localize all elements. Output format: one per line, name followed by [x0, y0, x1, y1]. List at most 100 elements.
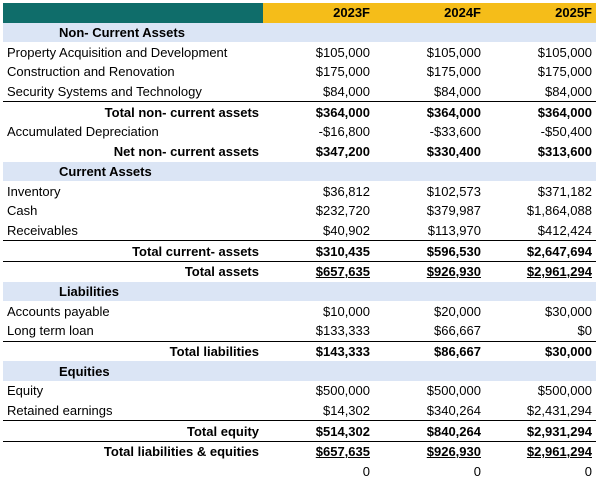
- value-text: $364,000: [537, 104, 592, 120]
- year-header-2024: 2024F: [374, 3, 485, 23]
- value-text: $500,000: [537, 383, 592, 399]
- value-cell-2024f: $105,000: [374, 42, 485, 62]
- section-header-row: Current Assets: [3, 161, 596, 182]
- value-cell-2024f: $500,000: [374, 381, 485, 401]
- section-title: Equities: [3, 361, 263, 382]
- section-empty-cell: [374, 361, 485, 382]
- value-text: $30,000: [545, 344, 592, 360]
- total-row: Total current- assets $310,435 $596,530 $2,…: [3, 240, 596, 262]
- section-empty-cell: [374, 281, 485, 302]
- line-item-label: Security Systems and Technology: [7, 84, 202, 100]
- year-header-2023: 2023F: [263, 3, 374, 23]
- value-text: $310,435: [315, 243, 370, 259]
- line-item-row: 0 0 0: [3, 462, 596, 482]
- value-text: $926,930: [426, 264, 481, 280]
- value-text: $840,264: [426, 423, 481, 439]
- value-text: 0: [584, 464, 592, 480]
- header-corner-cell: [3, 3, 263, 23]
- value-cell-2025f: $2,931,294: [485, 420, 596, 442]
- value-text: $40,902: [323, 222, 370, 238]
- line-item-label: Property Acquisition and Development: [7, 44, 228, 60]
- value-cell-2025f: $2,647,694: [485, 240, 596, 262]
- value-text: $364,000: [315, 104, 370, 120]
- total-row: Net non- current assets $347,200 $330,400 $…: [3, 142, 596, 162]
- value-cell-2024f: $379,987: [374, 201, 485, 221]
- total-label: Net non- current assets: [113, 144, 259, 160]
- value-text: 0: [362, 464, 370, 480]
- total-label: Total equity: [3, 420, 263, 442]
- line-item-label: Accumulated Depreciation: [7, 124, 159, 140]
- total-label: Total liabilities & equities: [3, 441, 263, 462]
- line-item-label: Equity: [7, 383, 44, 399]
- value-cell-2023f: $36,812: [263, 181, 374, 201]
- section-empty-cell: [374, 22, 485, 43]
- balance-sheet-table: 2023F 2024F 2025F Non- Current Assets Pro…: [3, 3, 596, 482]
- line-item-row: Retained earnings $14,302 $340,264 $2,431,2…: [3, 401, 596, 421]
- total-row: Total liabilities & equities $657,635 $926…: [3, 441, 596, 462]
- line-item-row: Security Systems and Technology $84,000 $8…: [3, 82, 596, 102]
- line-item-label: Inventory: [7, 183, 61, 199]
- year-header-2025: 2025F: [485, 3, 596, 23]
- value-cell-2023f: $657,635: [263, 260, 374, 282]
- line-item-label: [3, 462, 263, 482]
- line-item-row: Receivables $40,902 $113,970 $412,424: [3, 221, 596, 241]
- value-text: $175,000: [426, 64, 481, 80]
- line-item-row: Property Acquisition and Development $105…: [3, 42, 596, 62]
- value-text: $371,182: [537, 183, 592, 199]
- value-text: $66,667: [434, 323, 481, 339]
- value-text: $105,000: [426, 44, 481, 60]
- line-item-row: Construction and Renovation $175,000 $175,…: [3, 62, 596, 82]
- value-cell-2025f: $313,600: [485, 142, 596, 162]
- value-text: $143,333: [315, 344, 370, 360]
- value-cell-2025f: $30,000: [485, 301, 596, 321]
- value-cell-2025f: $30,000: [485, 340, 596, 362]
- value-cell-2024f: $926,930: [374, 260, 485, 282]
- section-empty-cell: [263, 281, 374, 302]
- value-cell-2024f: $86,667: [374, 340, 485, 362]
- value-cell-2024f: $340,264: [374, 401, 485, 421]
- value-text: $10,000: [323, 303, 370, 319]
- value-cell-2024f: $113,970: [374, 221, 485, 241]
- value-text: $926,930: [426, 444, 481, 460]
- value-cell-2025f: $0: [485, 321, 596, 341]
- value-cell-2023f: $133,333: [263, 321, 374, 341]
- line-item-label: Accounts payable: [7, 303, 110, 319]
- value-cell-2025f: $1,864,088: [485, 201, 596, 221]
- section-header-row: Liabilities: [3, 281, 596, 302]
- value-cell-2023f: $14,302: [263, 401, 374, 421]
- value-text: $133,333: [315, 323, 370, 339]
- value-text: $330,400: [426, 144, 481, 160]
- section-empty-cell: [485, 281, 596, 302]
- value-cell-2023f: -$16,800: [263, 122, 374, 142]
- value-cell-2025f: $2,961,294: [485, 441, 596, 462]
- value-text: $175,000: [315, 64, 370, 80]
- value-cell-2023f: $514,302: [263, 420, 374, 442]
- value-cell-2023f: $175,000: [263, 62, 374, 82]
- total-label: Total assets: [3, 260, 263, 282]
- value-text: $0: [577, 323, 592, 339]
- value-cell-2024f: $330,400: [374, 142, 485, 162]
- value-text: $412,424: [537, 222, 592, 238]
- value-text: $500,000: [426, 383, 481, 399]
- value-text: $657,635: [315, 444, 370, 460]
- value-cell-2025f: $2,961,294: [485, 260, 596, 282]
- section-empty-cell: [263, 361, 374, 382]
- total-row: Total equity $514,302 $840,264 $2,931,294: [3, 420, 596, 442]
- value-cell-2023f: 0: [263, 462, 374, 482]
- value-cell-2023f: $84,000: [263, 82, 374, 102]
- total-row: Total liabilities $143,333 $86,667 $30,000: [3, 340, 596, 362]
- value-text: $657,635: [315, 264, 370, 280]
- line-item-label: Construction and Renovation: [7, 64, 175, 80]
- line-item-row: Accounts payable $10,000 $20,000 $30,000: [3, 301, 596, 321]
- value-text: $2,961,294: [526, 444, 592, 460]
- value-cell-2025f: $371,182: [485, 181, 596, 201]
- value-text: $84,000: [323, 84, 370, 100]
- value-text: $364,000: [426, 104, 481, 120]
- section-header-row: Non- Current Assets: [3, 22, 596, 43]
- line-item-label: Receivables: [7, 222, 78, 238]
- value-cell-2023f: $105,000: [263, 42, 374, 62]
- section-empty-cell: [263, 161, 374, 182]
- value-text: $379,987: [426, 203, 481, 219]
- value-cell-2024f: $84,000: [374, 82, 485, 102]
- line-item-label: Retained earnings: [7, 403, 113, 419]
